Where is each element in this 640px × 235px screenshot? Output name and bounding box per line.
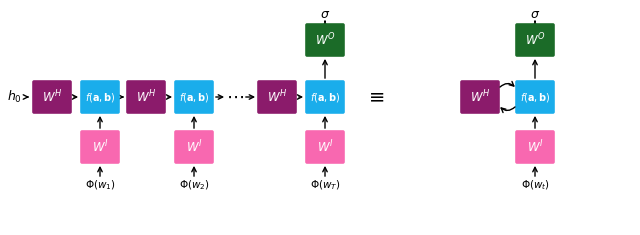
- FancyBboxPatch shape: [515, 130, 555, 164]
- FancyBboxPatch shape: [460, 80, 500, 114]
- Text: $W^H$: $W^H$: [267, 89, 287, 105]
- FancyBboxPatch shape: [515, 80, 555, 114]
- Text: $W^O$: $W^O$: [315, 32, 335, 48]
- Text: $f(\mathbf{a},\mathbf{b})$: $f(\mathbf{a},\mathbf{b})$: [310, 90, 340, 103]
- Text: $f(\mathbf{a},\mathbf{b})$: $f(\mathbf{a},\mathbf{b})$: [84, 90, 115, 103]
- Text: $\equiv$: $\equiv$: [365, 87, 385, 106]
- Text: $f(\mathbf{a},\mathbf{b})$: $f(\mathbf{a},\mathbf{b})$: [520, 90, 550, 103]
- FancyBboxPatch shape: [32, 80, 72, 114]
- FancyBboxPatch shape: [305, 23, 345, 57]
- Text: $\cdots$: $\cdots$: [226, 88, 244, 106]
- Text: $\Phi(w_1)$: $\Phi(w_1)$: [84, 178, 115, 192]
- Text: $\sigma$: $\sigma$: [530, 8, 540, 21]
- Text: $W^H$: $W^H$: [470, 89, 490, 105]
- Text: $W^H$: $W^H$: [42, 89, 62, 105]
- Text: $W^H$: $W^H$: [136, 89, 156, 105]
- Text: $W^I$: $W^I$: [186, 139, 202, 155]
- Text: $\Phi(w_T)$: $\Phi(w_T)$: [310, 178, 340, 192]
- FancyBboxPatch shape: [80, 130, 120, 164]
- FancyBboxPatch shape: [126, 80, 166, 114]
- Text: $W^I$: $W^I$: [527, 139, 543, 155]
- FancyBboxPatch shape: [80, 80, 120, 114]
- Text: $f(\mathbf{a},\mathbf{b})$: $f(\mathbf{a},\mathbf{b})$: [179, 90, 209, 103]
- Text: $\sigma$: $\sigma$: [320, 8, 330, 21]
- Text: $\Phi(w_2)$: $\Phi(w_2)$: [179, 178, 209, 192]
- FancyBboxPatch shape: [305, 130, 345, 164]
- FancyBboxPatch shape: [515, 23, 555, 57]
- FancyBboxPatch shape: [174, 80, 214, 114]
- Text: $W^I$: $W^I$: [317, 139, 333, 155]
- Text: $\Phi(w_t)$: $\Phi(w_t)$: [520, 178, 550, 192]
- FancyBboxPatch shape: [174, 130, 214, 164]
- FancyBboxPatch shape: [305, 80, 345, 114]
- Text: $h_0$: $h_0$: [6, 89, 22, 105]
- FancyBboxPatch shape: [257, 80, 297, 114]
- Text: $W^I$: $W^I$: [92, 139, 108, 155]
- Text: $W^O$: $W^O$: [525, 32, 545, 48]
